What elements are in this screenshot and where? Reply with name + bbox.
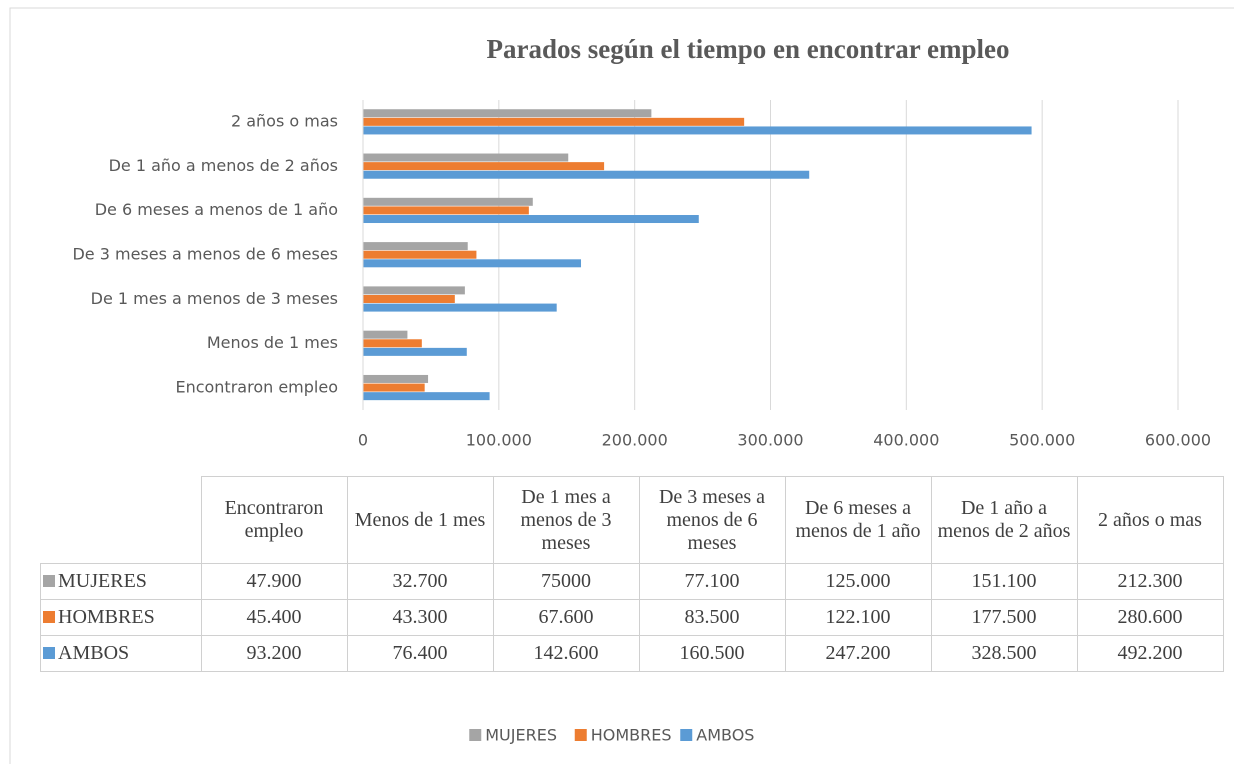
table-cell: 122.100 xyxy=(784,599,932,636)
x-tick-label: 300.000 xyxy=(737,431,803,450)
table-cell: 75000 xyxy=(492,563,640,600)
row-label: HOMBRES xyxy=(58,606,155,628)
bar xyxy=(363,126,1032,135)
y-tick-label: Menos de 1 mes xyxy=(207,333,338,352)
y-tick-label: De 6 meses a menos de 1 año xyxy=(95,200,338,219)
table-row-label: AMBOS xyxy=(40,635,202,672)
bar xyxy=(363,294,455,303)
table-header-cell: Encontraron empleo xyxy=(200,476,348,564)
bar xyxy=(363,250,477,259)
x-tick-label: 0 xyxy=(358,431,368,450)
table-cell: 32.700 xyxy=(346,563,494,600)
table-header-cell: De 3 meses a menos de 6 meses xyxy=(638,476,786,564)
x-tick-label: 200.000 xyxy=(602,431,668,450)
table-header-cell: 2 años o mas xyxy=(1076,476,1224,564)
table-header-cell: De 1 año a menos de 2 años xyxy=(930,476,1078,564)
bar xyxy=(363,197,533,206)
table-cell: 93.200 xyxy=(200,635,348,672)
table-header-cell: De 1 mes a menos de 3 meses xyxy=(492,476,640,564)
x-tick-label: 500.000 xyxy=(1009,431,1075,450)
chart-border xyxy=(9,7,1234,764)
legend-swatch xyxy=(469,729,482,741)
table-cell: 76.400 xyxy=(346,635,494,672)
x-tick-label: 600.000 xyxy=(1145,431,1211,450)
bar xyxy=(363,259,582,268)
legend-label: AMBOS xyxy=(696,726,754,745)
bar xyxy=(363,206,529,215)
table-header-cell: Menos de 1 mes xyxy=(346,476,494,564)
table-cell: 77.100 xyxy=(638,563,786,600)
row-label: AMBOS xyxy=(58,642,130,664)
table-cell: 43.300 xyxy=(346,599,494,636)
table-row: MUJERES 47.900 32.700 75000 77.100 125.000 151… xyxy=(40,563,1224,600)
table-cell: 280.600 xyxy=(1076,599,1224,636)
bar xyxy=(363,153,569,162)
legend-key xyxy=(43,611,55,623)
table-row-label: HOMBRES xyxy=(40,599,202,636)
bar xyxy=(363,303,557,312)
legend-label: MUJERES xyxy=(485,726,557,745)
row-label: MUJERES xyxy=(58,570,147,592)
table-corner xyxy=(41,477,202,564)
table-cell: 212.300 xyxy=(1076,563,1224,600)
y-tick-label: Encontraron empleo xyxy=(175,377,338,396)
y-tick-label: 2 años o mas xyxy=(231,112,338,131)
bar xyxy=(363,374,429,383)
legend-swatch xyxy=(574,729,587,741)
table-row: AMBOS 93.200 76.400 142.600 160.500 247.200 32… xyxy=(40,635,1224,672)
bar xyxy=(363,347,467,356)
bar xyxy=(363,330,408,339)
bar xyxy=(363,162,605,171)
legend-swatch xyxy=(680,729,693,741)
bar xyxy=(363,215,699,224)
table-cell: 45.400 xyxy=(200,599,348,636)
table-row-label: MUJERES xyxy=(40,563,202,600)
legend-key xyxy=(43,575,55,587)
table-cell: 47.900 xyxy=(200,563,348,600)
table-cell: 177.500 xyxy=(930,599,1078,636)
legend-label: HOMBRES xyxy=(591,726,672,745)
y-tick-label: De 1 año a menos de 2 años xyxy=(109,156,338,175)
table-cell: 142.600 xyxy=(492,635,640,672)
table-cell: 151.100 xyxy=(930,563,1078,600)
bar xyxy=(363,383,425,392)
bar xyxy=(363,392,490,401)
x-tick-label: 100.000 xyxy=(466,431,532,450)
bar xyxy=(363,286,465,295)
table-row: HOMBRES 45.400 43.300 67.600 83.500 122.100 17… xyxy=(40,599,1224,636)
data-table: Encontraron empleo Menos de 1 mes De 1 mes… xyxy=(40,476,1224,672)
y-tick-label: De 3 meses a menos de 6 meses xyxy=(72,245,338,264)
table-header-cell: De 6 meses a menos de 1 año xyxy=(784,476,932,564)
table-cell: 160.500 xyxy=(638,635,786,672)
legend-key xyxy=(43,647,55,659)
bar xyxy=(363,117,745,126)
table-cell: 83.500 xyxy=(638,599,786,636)
y-tick-label: De 1 mes a menos de 3 meses xyxy=(91,289,338,308)
table-cell: 125.000 xyxy=(784,563,932,600)
table-cell: 67.600 xyxy=(492,599,640,636)
chart-title: Parados según el tiempo en encontrar emp… xyxy=(487,34,1010,64)
x-tick-label: 400.000 xyxy=(873,431,939,450)
bar xyxy=(363,170,810,179)
table-cell: 492.200 xyxy=(1076,635,1224,672)
bar xyxy=(363,242,468,251)
table-body: Encontraron empleo Menos de 1 mes De 1 mes… xyxy=(40,476,1224,672)
table-cell: 328.500 xyxy=(930,635,1078,672)
table-cell: 247.200 xyxy=(784,635,932,672)
bar xyxy=(363,109,652,118)
bar xyxy=(363,339,422,348)
table-header-row: Encontraron empleo Menos de 1 mes De 1 mes… xyxy=(41,476,1224,564)
